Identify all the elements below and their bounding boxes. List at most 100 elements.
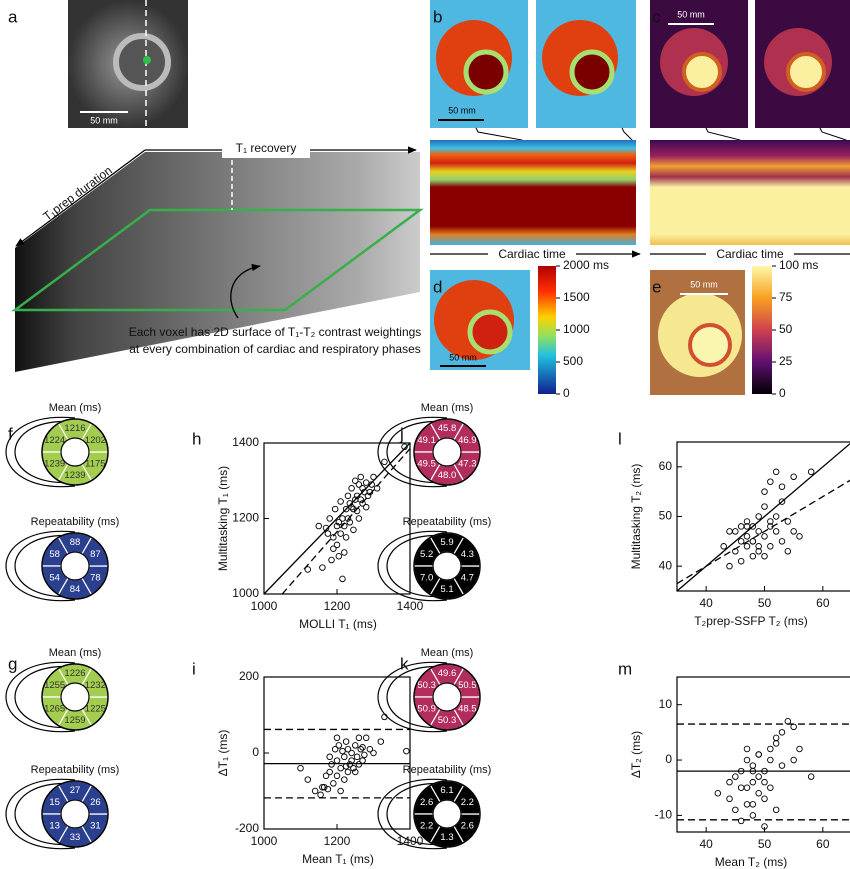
scatter-point bbox=[338, 531, 344, 537]
bullseye-value: 1255 bbox=[44, 680, 65, 691]
scatter-point bbox=[756, 514, 762, 520]
scatter-point bbox=[345, 493, 351, 499]
bullseye-value: 54 bbox=[49, 572, 60, 583]
scatter-point bbox=[744, 544, 750, 550]
t2-strip bbox=[650, 140, 850, 245]
colorbar-tick-label: 0 bbox=[563, 386, 570, 400]
scatter-point bbox=[338, 765, 344, 771]
scatter-point bbox=[342, 754, 348, 760]
scatter-point bbox=[327, 769, 333, 775]
caption-line: Each voxel has 2D surface of T₁-T₂ contr… bbox=[129, 325, 422, 339]
bullseye-value: 48.0 bbox=[438, 470, 457, 481]
scatter-point bbox=[744, 757, 750, 763]
x-tick-label: 1200 bbox=[324, 834, 351, 848]
bullseye-value: 87 bbox=[90, 549, 101, 560]
colorbar-tick-label: 1500 bbox=[563, 290, 590, 304]
bullseye-value: 33 bbox=[70, 832, 81, 843]
scatter-point bbox=[808, 774, 814, 780]
scale-bar-label: 50 mm bbox=[677, 9, 705, 19]
scatter-point bbox=[363, 480, 369, 486]
panel-label: h bbox=[192, 429, 201, 448]
y-axis-label: Multitasking T₁ (ms) bbox=[216, 466, 230, 571]
scatter-point bbox=[727, 563, 733, 569]
heart-shape bbox=[466, 52, 506, 92]
x-tick-label: 50 bbox=[758, 837, 772, 851]
bullseye-value: 47.3 bbox=[458, 458, 477, 469]
bullseye-value: 50.5 bbox=[458, 680, 477, 691]
x-tick-label: 1000 bbox=[251, 834, 278, 848]
bullseye-value: 1.3 bbox=[440, 832, 453, 843]
scatter-point bbox=[362, 752, 368, 758]
heart-shape bbox=[690, 325, 730, 365]
bullseye-title: Mean (ms) bbox=[421, 647, 474, 659]
scatter-point bbox=[797, 534, 803, 540]
scatter-point bbox=[768, 757, 774, 763]
scatter-point bbox=[779, 484, 785, 490]
y-tick-label: 50 bbox=[659, 509, 673, 523]
bullseye-value: 1216 bbox=[64, 423, 85, 434]
scatter-point bbox=[327, 754, 333, 760]
bullseye-value: 27 bbox=[70, 785, 81, 796]
scatter-point bbox=[768, 746, 774, 752]
scatter-point bbox=[750, 539, 756, 545]
colorbar-tick-label: 2000 ms bbox=[563, 258, 609, 272]
scatter-point bbox=[363, 735, 369, 741]
y-tick-label: 0 bbox=[665, 752, 672, 766]
heart-shape bbox=[684, 54, 720, 90]
bullseye-value: 2.2 bbox=[461, 797, 474, 808]
y-tick-label: 1400 bbox=[232, 435, 259, 449]
y-tick-label: -200 bbox=[235, 821, 259, 835]
bullseye-value: 46.9 bbox=[458, 435, 477, 446]
reference-line bbox=[282, 449, 410, 594]
bullseye-value: 5.9 bbox=[440, 537, 453, 548]
scatter-point bbox=[318, 792, 324, 798]
scatter-point bbox=[356, 735, 362, 741]
scale-bar-label: 50 mm bbox=[690, 279, 718, 289]
scatter-point bbox=[756, 752, 762, 758]
scatter-point bbox=[779, 539, 785, 545]
heart-shape bbox=[116, 36, 168, 88]
scatter-point bbox=[338, 499, 344, 505]
bullseye-value: 1265 bbox=[44, 703, 65, 714]
scale-bar-label: 50 mm bbox=[449, 352, 477, 362]
x-tick-label: 40 bbox=[699, 837, 713, 851]
scatter-point bbox=[338, 788, 344, 794]
scatter-point bbox=[768, 479, 774, 485]
x-tick-label: 40 bbox=[699, 596, 713, 610]
scatter-point bbox=[773, 529, 779, 535]
scatter-point bbox=[773, 514, 779, 520]
page: 50 mm T₁ recovery T₁prep duration Each v… bbox=[0, 0, 850, 869]
bullseye-value: 15 bbox=[49, 797, 60, 808]
scatter-point bbox=[378, 739, 384, 745]
scatter-point bbox=[750, 553, 756, 559]
panel-label: c bbox=[652, 7, 661, 26]
bullseye-hole bbox=[433, 800, 461, 828]
scatter-point bbox=[354, 754, 360, 760]
scatter-point bbox=[336, 743, 342, 749]
voxel-dot bbox=[143, 56, 151, 64]
scatter-point bbox=[382, 459, 388, 465]
scatter-point bbox=[371, 750, 377, 756]
scatter-point bbox=[340, 748, 346, 754]
bullseye-value: 7.0 bbox=[420, 572, 433, 583]
bullseye-value: 1232 bbox=[85, 680, 106, 691]
scatter-point bbox=[738, 539, 744, 545]
scatter-point bbox=[336, 553, 342, 559]
scatter-point bbox=[762, 796, 768, 802]
bullseye-hole bbox=[433, 552, 461, 580]
scatter-point bbox=[808, 469, 814, 475]
panel-label: m bbox=[618, 659, 632, 678]
bullseye-title: Mean (ms) bbox=[421, 402, 474, 414]
scatter-point bbox=[351, 527, 357, 533]
y-tick-label: 1200 bbox=[232, 511, 259, 525]
x-tick-label: 1400 bbox=[397, 834, 424, 848]
scatter-point bbox=[773, 741, 779, 747]
axis-label: Cardiac time bbox=[498, 247, 566, 261]
bullseye-value: 31 bbox=[90, 820, 101, 831]
bullseye-value: 88 bbox=[70, 537, 81, 548]
panel-label: g bbox=[8, 654, 17, 673]
scatter-point bbox=[305, 567, 311, 573]
scatter-point bbox=[360, 758, 366, 764]
scatter-point bbox=[343, 535, 349, 541]
scatter-point bbox=[352, 743, 358, 749]
